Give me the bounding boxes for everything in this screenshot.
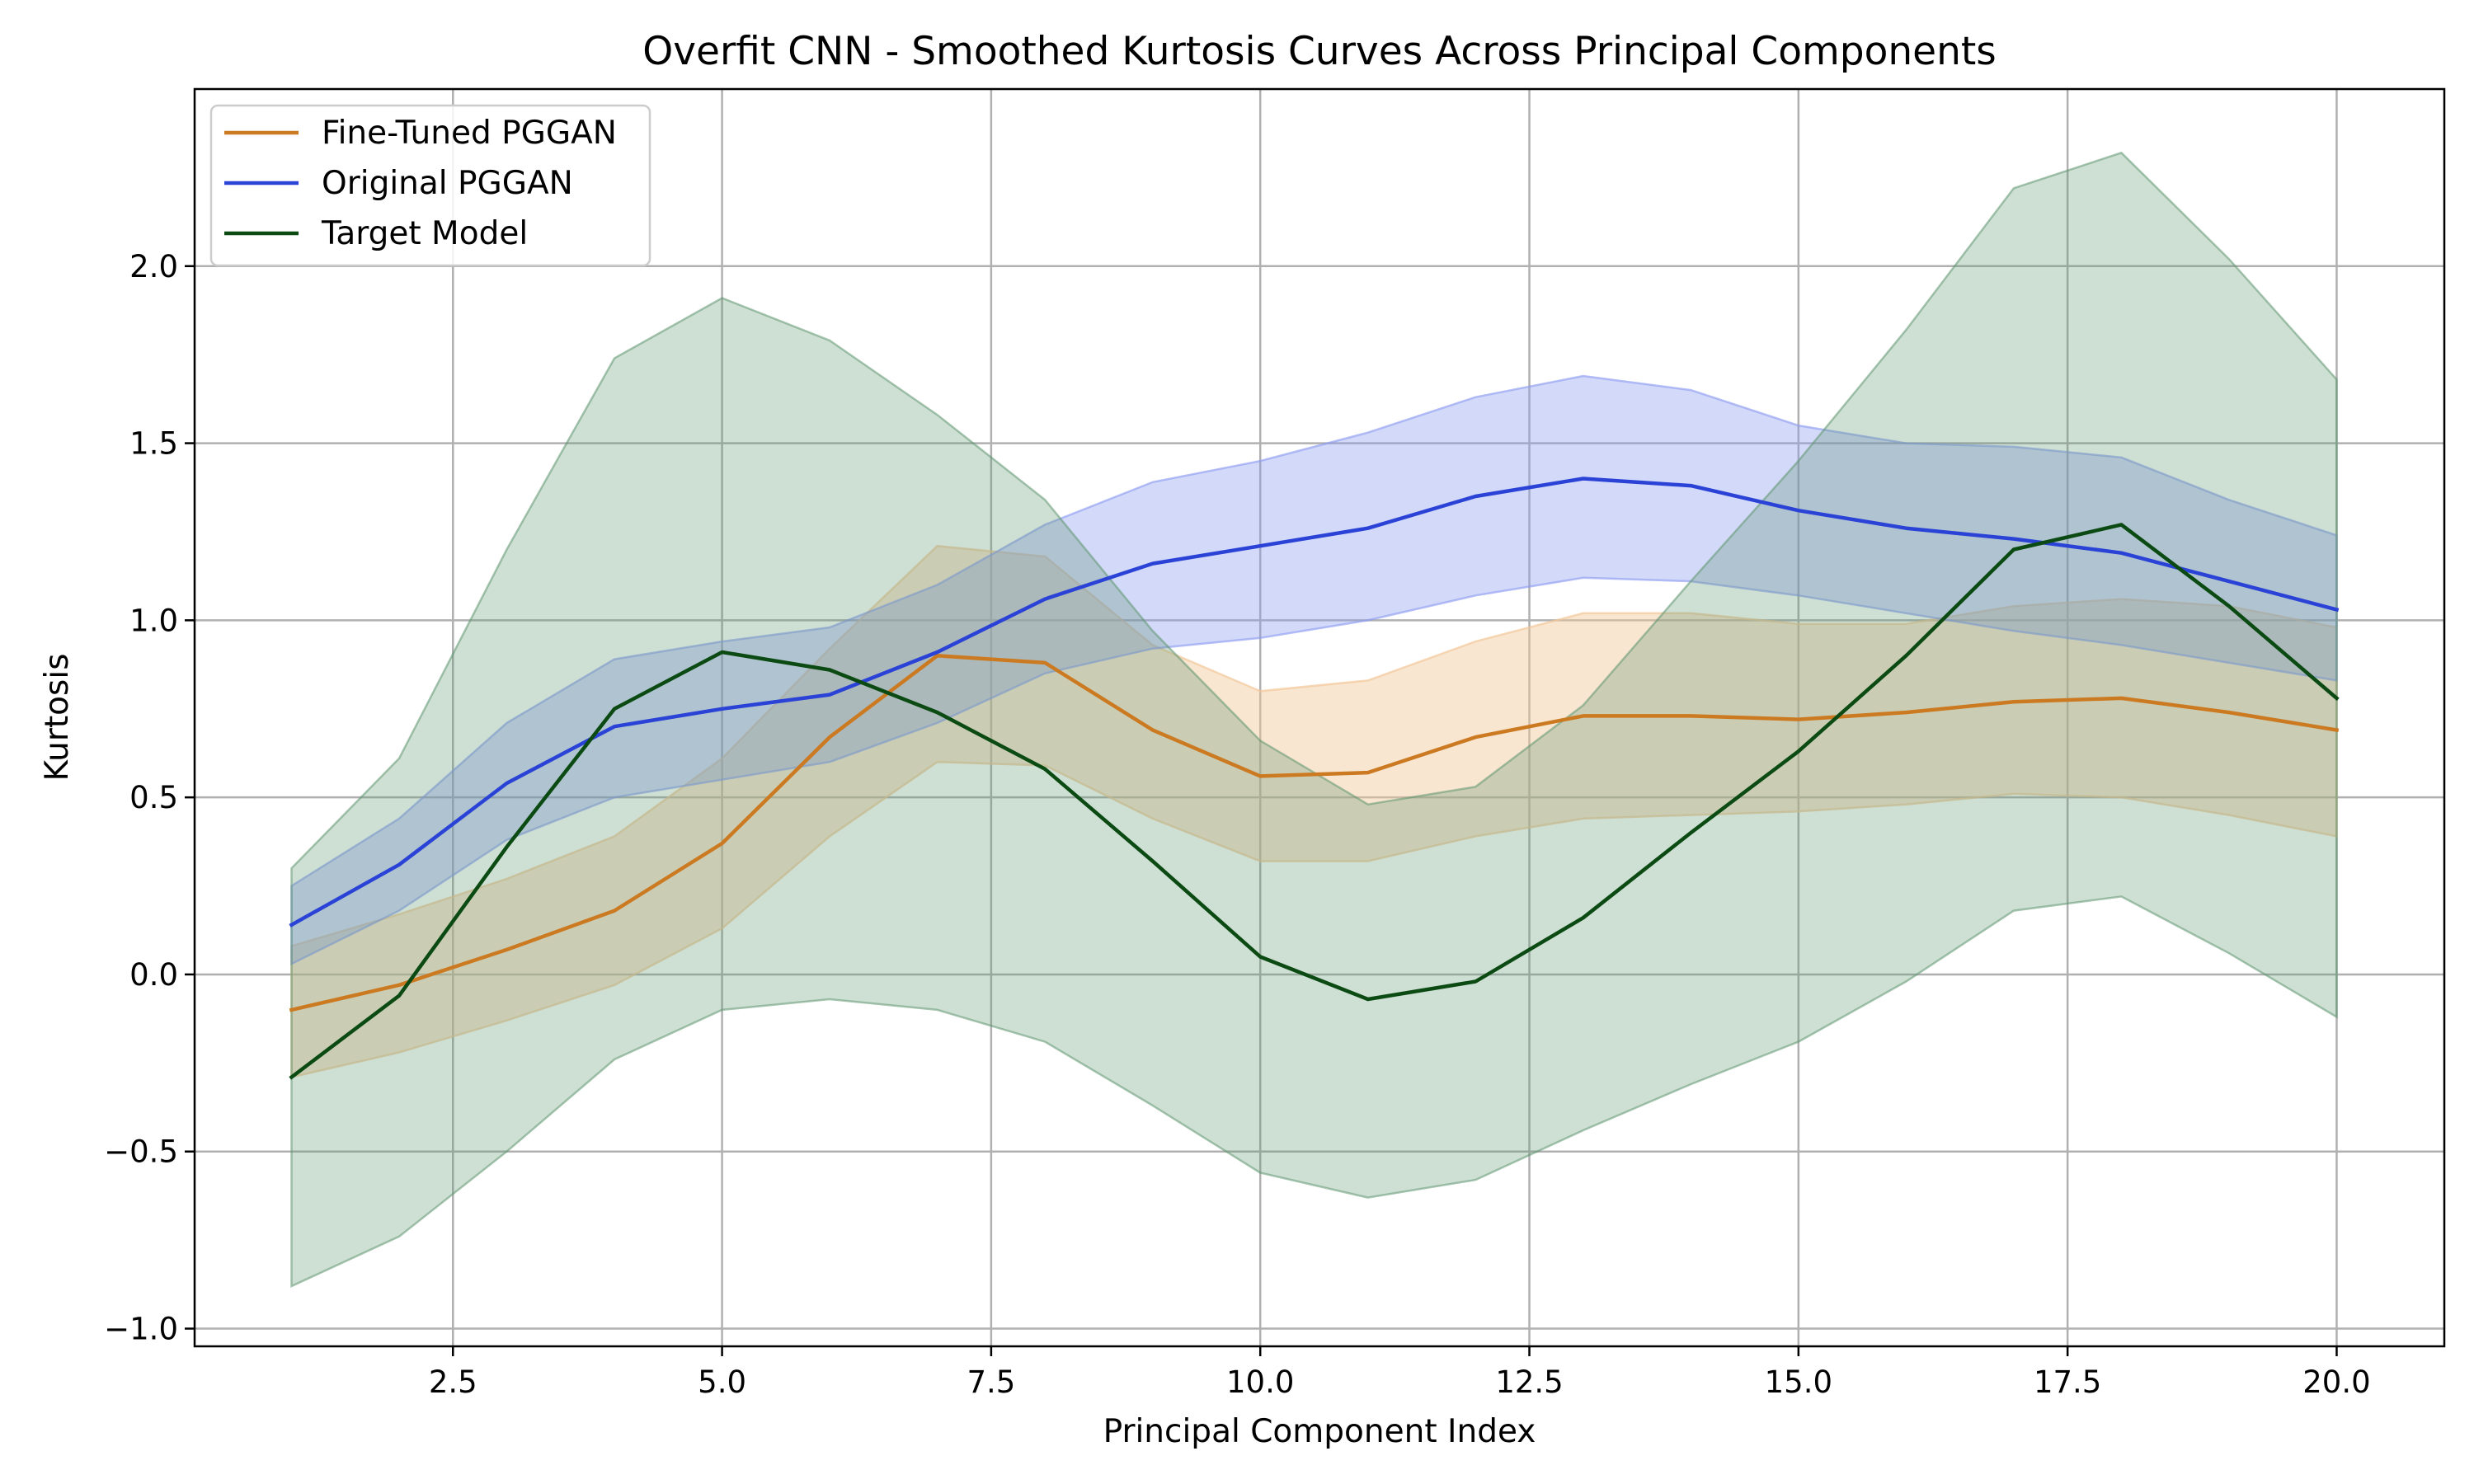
y-axis-label: Kurtosis — [39, 653, 76, 781]
legend-label-0: Fine-Tuned PGGAN — [322, 115, 617, 152]
plot-frame — [193, 87, 2446, 1348]
x-tick-label: 20.0 — [2302, 1364, 2370, 1400]
y-tick-label: 1.5 — [129, 426, 178, 462]
chart-title: Overfit CNN - Smoothed Kurtosis Curves A… — [642, 29, 1997, 74]
legend-items: Fine-Tuned PGGAN Original PGGAN Target Mod… — [224, 115, 617, 252]
x-tick-label: 15.0 — [1765, 1364, 1832, 1400]
legend: Fine-Tuned PGGAN Original PGGAN Target Mod… — [209, 104, 651, 267]
series-lines — [289, 477, 2340, 1080]
legend-box — [209, 104, 651, 267]
x-tick-label: 10.0 — [1226, 1364, 1294, 1400]
y-tick-label: 2.0 — [129, 249, 178, 284]
x-tick-label: 7.5 — [967, 1364, 1015, 1400]
confidence-bands — [290, 151, 2338, 1288]
legend-label-1: Original PGGAN — [322, 165, 573, 202]
legend-label-2: Target Model — [321, 215, 528, 252]
y-tick-label: −1.0 — [104, 1312, 178, 1347]
y-tick-label: −0.5 — [104, 1134, 178, 1170]
x-tick-label: 12.5 — [1495, 1364, 1563, 1400]
y-tick-label: 1.0 — [129, 603, 178, 638]
line-series-0 — [289, 654, 2340, 1012]
grid-lines — [195, 89, 2444, 1346]
line-series-1 — [289, 477, 2340, 928]
x-tick-label: 5.0 — [698, 1364, 746, 1400]
y-tick-label: 0.0 — [129, 957, 178, 993]
x-tick-label: 17.5 — [2034, 1364, 2101, 1400]
band-series-2 — [290, 151, 2338, 1288]
x-axis-label: Principal Component Index — [1103, 1413, 1536, 1450]
axis-ticks: 2.5 5.0 7.5 10.0 12.5 15.0 17.5 20.0 −1.0 −0.5 0.0… — [104, 249, 2371, 1400]
line-series-2 — [289, 523, 2340, 1080]
x-tick-label: 2.5 — [429, 1364, 477, 1400]
y-tick-label: 0.5 — [129, 780, 178, 815]
